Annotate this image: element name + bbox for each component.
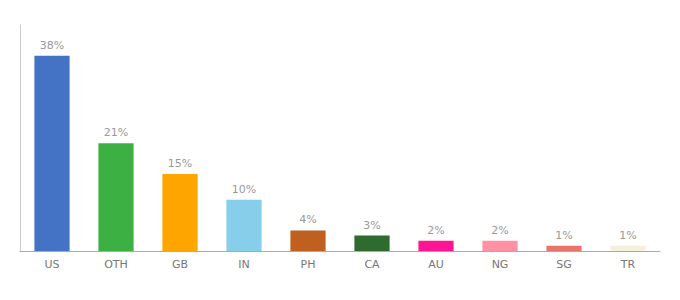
svg-text:AU: AU <box>428 258 444 271</box>
svg-text:CA: CA <box>364 258 380 271</box>
svg-text:NG: NG <box>492 258 509 271</box>
svg-text:2%: 2% <box>491 224 508 237</box>
svg-text:OTH: OTH <box>104 258 128 271</box>
svg-text:GB: GB <box>172 258 188 271</box>
svg-text:4%: 4% <box>299 213 316 226</box>
svg-text:1%: 1% <box>555 229 572 242</box>
svg-text:3%: 3% <box>363 219 380 232</box>
svg-text:PH: PH <box>301 258 316 271</box>
svg-text:US: US <box>44 258 59 271</box>
svg-text:TR: TR <box>620 258 636 271</box>
svg-text:10%: 10% <box>232 183 256 196</box>
svg-text:38%: 38% <box>40 39 64 52</box>
svg-text:15%: 15% <box>168 157 192 170</box>
svg-text:21%: 21% <box>104 126 128 139</box>
svg-text:IN: IN <box>238 258 249 271</box>
svg-text:2%: 2% <box>427 224 444 237</box>
svg-text:1%: 1% <box>619 229 636 242</box>
svg-text:SG: SG <box>556 258 572 271</box>
